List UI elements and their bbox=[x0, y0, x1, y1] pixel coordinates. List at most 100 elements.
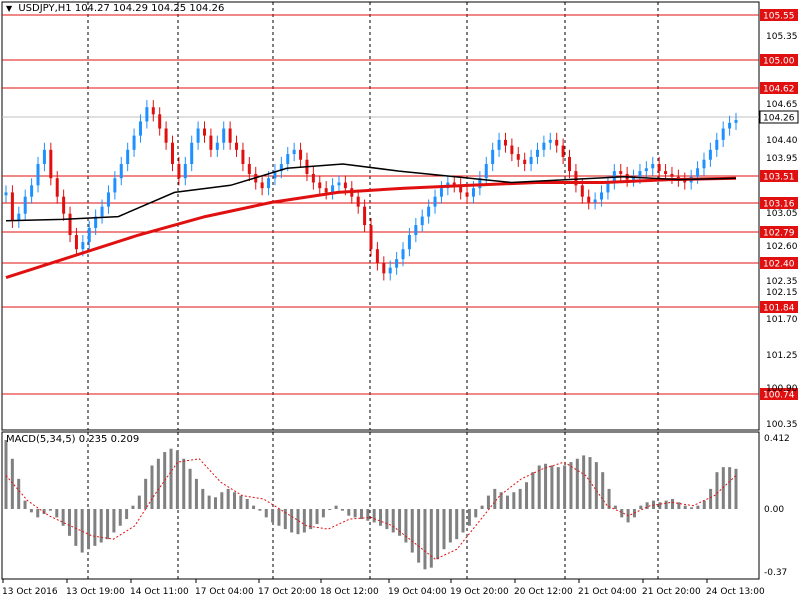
time-tick-label: 21 Oct 04:00 bbox=[578, 587, 637, 597]
candle-body bbox=[106, 192, 110, 207]
candle-body bbox=[491, 149, 495, 165]
level-label-bg bbox=[760, 226, 798, 238]
candle-body bbox=[151, 107, 155, 115]
candle-body bbox=[548, 139, 552, 143]
macd-bar bbox=[182, 458, 186, 509]
candle-body bbox=[363, 206, 367, 226]
macd-bar bbox=[106, 509, 110, 540]
candle-body bbox=[279, 164, 283, 172]
candle-body bbox=[407, 235, 411, 250]
macd-bar bbox=[321, 509, 325, 518]
candle-body bbox=[651, 164, 655, 169]
price-tick-label: 102.15 bbox=[766, 288, 798, 298]
macd-bar bbox=[531, 472, 535, 509]
macd-bar bbox=[226, 488, 230, 509]
macd-bar bbox=[620, 509, 624, 518]
macd-bar bbox=[664, 500, 668, 509]
candle-body bbox=[465, 192, 469, 197]
macd-bar bbox=[429, 509, 433, 568]
macd-bar bbox=[201, 488, 205, 509]
macd-bar bbox=[163, 452, 167, 509]
macd-bar bbox=[271, 509, 275, 523]
macd-bar bbox=[563, 465, 567, 509]
level-label-bg bbox=[760, 9, 798, 21]
candle-body bbox=[395, 259, 399, 268]
candle-body bbox=[702, 159, 706, 169]
macd-bar bbox=[658, 502, 662, 509]
candle-body bbox=[657, 164, 661, 172]
macd-bar bbox=[372, 509, 376, 523]
level-label: 105.55 bbox=[763, 12, 795, 22]
candle-body bbox=[94, 216, 98, 228]
candle-body bbox=[459, 185, 463, 193]
macd-bar bbox=[486, 495, 490, 509]
current-price-label-bg bbox=[759, 110, 799, 124]
macd-bar bbox=[448, 509, 452, 543]
macd-bar bbox=[480, 505, 484, 509]
macd-bar bbox=[442, 509, 446, 550]
moving-average-fast bbox=[5, 163, 737, 222]
level-label-bg bbox=[760, 170, 798, 182]
macd-bar bbox=[677, 502, 681, 509]
macd-label: MACD(5,34,5) bbox=[6, 434, 76, 445]
macd-bar bbox=[639, 505, 643, 509]
macd-bar bbox=[379, 509, 383, 526]
time-tick-label: 20 Oct 12:00 bbox=[514, 587, 573, 597]
moving-average-slow bbox=[5, 176, 737, 280]
candle-body bbox=[619, 171, 623, 174]
price-panel bbox=[1, 1, 760, 431]
candle-body bbox=[715, 139, 719, 150]
macd-bar bbox=[220, 492, 224, 509]
macd-bar bbox=[99, 509, 103, 543]
time-tick-label: 19 Oct 04:00 bbox=[388, 587, 447, 597]
candle-body bbox=[696, 168, 700, 177]
level-label: 102.79 bbox=[763, 229, 795, 239]
candle-body bbox=[4, 192, 8, 196]
triangle-down-icon[interactable]: ▼ bbox=[6, 4, 13, 13]
candle-body bbox=[158, 114, 162, 129]
time-tick-label: 19 Oct 20:00 bbox=[450, 587, 509, 597]
candle-body bbox=[484, 164, 488, 179]
macd-bar bbox=[594, 462, 598, 509]
macd-bar bbox=[645, 502, 649, 509]
candle-body bbox=[260, 182, 264, 189]
macd-bar bbox=[690, 507, 694, 509]
candle-body bbox=[324, 188, 328, 193]
candle-body bbox=[292, 149, 296, 155]
macd-bar bbox=[671, 498, 675, 509]
macd-bar bbox=[10, 458, 14, 509]
macd-bar bbox=[525, 482, 529, 509]
macd-bar bbox=[721, 467, 725, 509]
candle-body bbox=[600, 192, 604, 200]
macd-bar bbox=[55, 509, 59, 518]
candle-body bbox=[427, 206, 431, 217]
macd-bar bbox=[556, 467, 560, 509]
macd-bar bbox=[4, 440, 8, 509]
candle-body bbox=[235, 142, 239, 150]
macd-signal-line bbox=[5, 458, 737, 560]
macd-bar bbox=[315, 509, 319, 525]
chart-title: ▼ USDJPY,H1 104.27 104.29 104.25 104.26 bbox=[6, 3, 224, 14]
level-label: 104.62 bbox=[763, 85, 795, 95]
macd-bar bbox=[550, 465, 554, 509]
macd-bar bbox=[131, 505, 135, 509]
candle-body bbox=[728, 122, 732, 129]
macd-bar bbox=[391, 509, 395, 533]
candle-body bbox=[734, 120, 738, 123]
macd-bar bbox=[233, 492, 237, 509]
time-tick-label: 24 Oct 13:00 bbox=[706, 587, 765, 597]
candle-body bbox=[318, 182, 322, 189]
macd-bar bbox=[702, 500, 706, 509]
macd-tick-label: 0.00 bbox=[764, 505, 784, 515]
macd-bar bbox=[734, 468, 738, 509]
candle-body bbox=[228, 128, 232, 143]
candle-body bbox=[215, 142, 219, 150]
macd-bar bbox=[87, 509, 91, 550]
macd-bar bbox=[467, 509, 471, 526]
candle-body bbox=[222, 128, 226, 143]
candle-body bbox=[286, 154, 290, 165]
macd-bar bbox=[118, 509, 122, 526]
candle-body bbox=[81, 242, 85, 250]
macd-bar bbox=[74, 509, 78, 546]
